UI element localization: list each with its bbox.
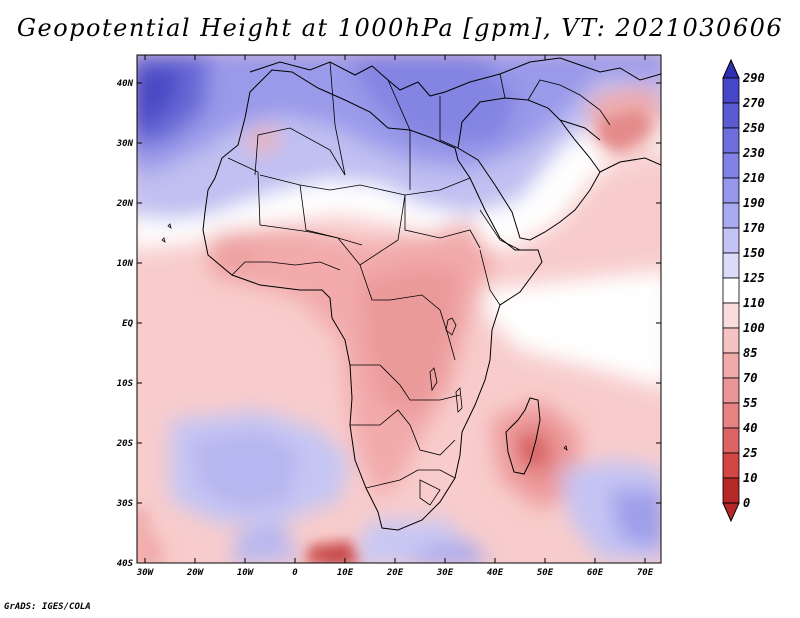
lat-tick-label: 20S — [116, 439, 134, 449]
lat-tick-label: 40S — [117, 559, 134, 569]
colorbar-label: 270 — [742, 96, 765, 110]
colorbar-swatch — [722, 302, 740, 329]
lat-tick-label: 10N — [117, 259, 134, 269]
colorbar-label: 150 — [743, 246, 765, 260]
colorbar-label: 10 — [743, 471, 757, 485]
lat-tick-label: 20N — [116, 199, 134, 209]
colorbar-label: 0 — [743, 496, 750, 510]
colorbar-swatch — [722, 452, 740, 479]
colorbar-swatch — [722, 402, 740, 429]
colorbar-swatch — [722, 127, 740, 154]
colorbar-swatch — [722, 377, 740, 404]
colorbar-swatch — [722, 152, 740, 179]
lon-tick-label: 40E — [487, 568, 504, 578]
colorbar-swatch — [722, 252, 740, 279]
coastlines — [161, 57, 661, 531]
colorbar-label: 125 — [743, 271, 765, 285]
colorbar-label: 100 — [743, 321, 765, 335]
colorbar-swatch — [722, 177, 740, 204]
height-field — [137, 55, 661, 563]
colorbar-label: 290 — [742, 71, 765, 85]
colorbar-bottom-arrow — [722, 502, 740, 523]
map-title: Geopotential Height at 1000hPa [gpm], VT… — [16, 14, 784, 42]
lon-tick-label: 60E — [587, 568, 604, 578]
colorbar-swatch — [722, 327, 740, 354]
lon-tick-label: 20E — [386, 568, 404, 578]
colorbar-top-arrow — [722, 58, 740, 79]
colorbar — [722, 58, 740, 523]
map-frame — [136, 54, 662, 564]
lon-tick-label: 10E — [337, 568, 354, 578]
colorbar-label: 110 — [743, 296, 765, 310]
lon-tick-label: 30W — [136, 568, 155, 578]
colorbar-swatch — [722, 427, 740, 454]
colorbar-label: 210 — [742, 171, 765, 185]
lat-tick-label: 30N — [116, 139, 134, 149]
colorbar-label: 170 — [743, 221, 765, 235]
lat-tick-label: 10S — [117, 379, 134, 389]
grads-credit: GrADS: IGES/COLA — [4, 602, 91, 612]
colorbar-swatch — [722, 102, 740, 129]
lat-tick-label: EQ — [122, 319, 133, 329]
colorbar-swatch — [722, 202, 740, 229]
lat-tick-label: 40N — [117, 79, 134, 89]
colorbar-label: 25 — [742, 446, 757, 460]
lon-tick-label: 20W — [186, 568, 205, 578]
colorbar-label: 230 — [742, 146, 765, 160]
colorbar-label: 55 — [743, 396, 757, 410]
colorbar-swatch — [722, 77, 740, 104]
lon-tick-label: 70E — [637, 568, 654, 578]
colorbar-swatch — [722, 352, 740, 379]
lon-tick-label: 30E — [436, 568, 454, 578]
colorbar-label: 190 — [743, 196, 765, 210]
colorbar-label: 40 — [743, 421, 757, 435]
colorbar-swatch — [722, 477, 740, 504]
colorbar-swatch — [722, 227, 740, 254]
lon-tick-label: 0 — [292, 568, 298, 578]
lat-tick-label: 30S — [116, 499, 134, 509]
lon-tick-label: 50E — [537, 568, 554, 578]
colorbar-label: 250 — [742, 121, 765, 135]
colorbar-label: 85 — [743, 346, 757, 360]
lon-tick-label: 10W — [237, 568, 255, 578]
colorbar-label: 70 — [743, 371, 757, 385]
colorbar-swatch — [722, 277, 740, 304]
